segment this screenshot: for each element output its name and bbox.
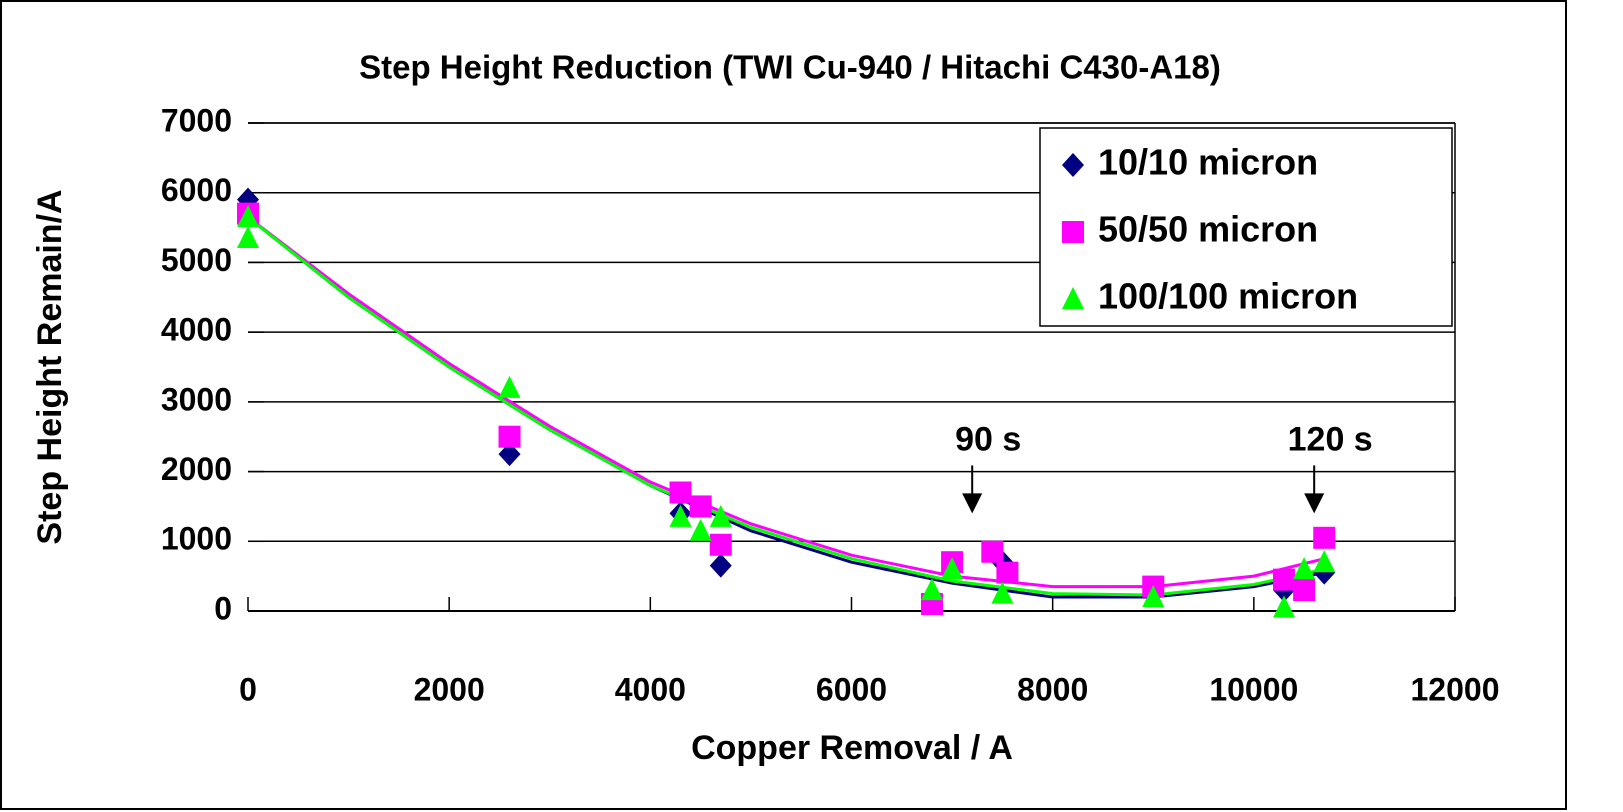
- point: [498, 442, 521, 467]
- annotation-arrowhead: [1304, 493, 1325, 514]
- point: [981, 540, 1004, 563]
- x-tick-label: 4000: [615, 671, 686, 707]
- y-tick-label: 6000: [161, 172, 232, 208]
- trend-line: [247, 215, 1325, 589]
- point: [1142, 585, 1165, 608]
- point: [920, 578, 943, 601]
- point: [1273, 595, 1296, 618]
- point: [237, 205, 259, 228]
- legend-box: [1039, 127, 1453, 327]
- legend-marker: [1062, 153, 1084, 177]
- x-tick-label: 6000: [816, 671, 887, 707]
- point: [996, 561, 1019, 584]
- point: [1293, 579, 1316, 602]
- x-axis-title: Copper Removal / A: [691, 729, 1013, 767]
- legend-label: 100/100 micron: [1098, 276, 1358, 317]
- point: [237, 226, 259, 249]
- x-tick-label: 2000: [414, 671, 485, 707]
- y-tick-label: 5000: [161, 242, 232, 278]
- point: [1273, 568, 1296, 591]
- point: [709, 504, 732, 527]
- y-tick-label: 7000: [161, 102, 232, 138]
- point: [669, 504, 692, 527]
- annotation: 90 s: [955, 420, 1021, 458]
- y-tick-label: 2000: [161, 451, 232, 487]
- point: [1293, 557, 1316, 580]
- chart-border: [0, 0, 1567, 810]
- x-tick-label: 8000: [1017, 671, 1088, 707]
- point: [498, 425, 521, 448]
- trend-line: [247, 215, 1325, 597]
- point: [689, 495, 712, 518]
- y-tick-label: 4000: [161, 312, 232, 348]
- y-tick-label: 0: [214, 590, 232, 626]
- annotation-arrowhead: [962, 493, 983, 514]
- point: [1313, 526, 1336, 549]
- point: [709, 553, 732, 578]
- x-tick-label: 12000: [1411, 671, 1500, 707]
- point: [1313, 550, 1336, 573]
- y-tick-label: 1000: [161, 521, 232, 557]
- y-tick-label: 3000: [161, 381, 232, 417]
- chart-title: Step Height Reduction (TWI Cu-940 / Hita…: [359, 49, 1221, 86]
- point: [689, 518, 712, 541]
- y-axis-title: Step Height Remain/A: [31, 189, 69, 544]
- x-tick-label: 10000: [1209, 671, 1298, 707]
- point: [991, 581, 1014, 604]
- point: [709, 533, 732, 556]
- legend-label: 50/50 micron: [1098, 209, 1318, 250]
- point: [669, 481, 692, 504]
- point: [498, 375, 521, 398]
- legend-marker: [1062, 221, 1084, 243]
- annotation: 120 s: [1288, 420, 1373, 458]
- point: [941, 557, 964, 580]
- legend-marker: [1062, 287, 1084, 309]
- x-tick-label: 0: [239, 671, 257, 707]
- legend-label: 10/10 micron: [1098, 142, 1318, 183]
